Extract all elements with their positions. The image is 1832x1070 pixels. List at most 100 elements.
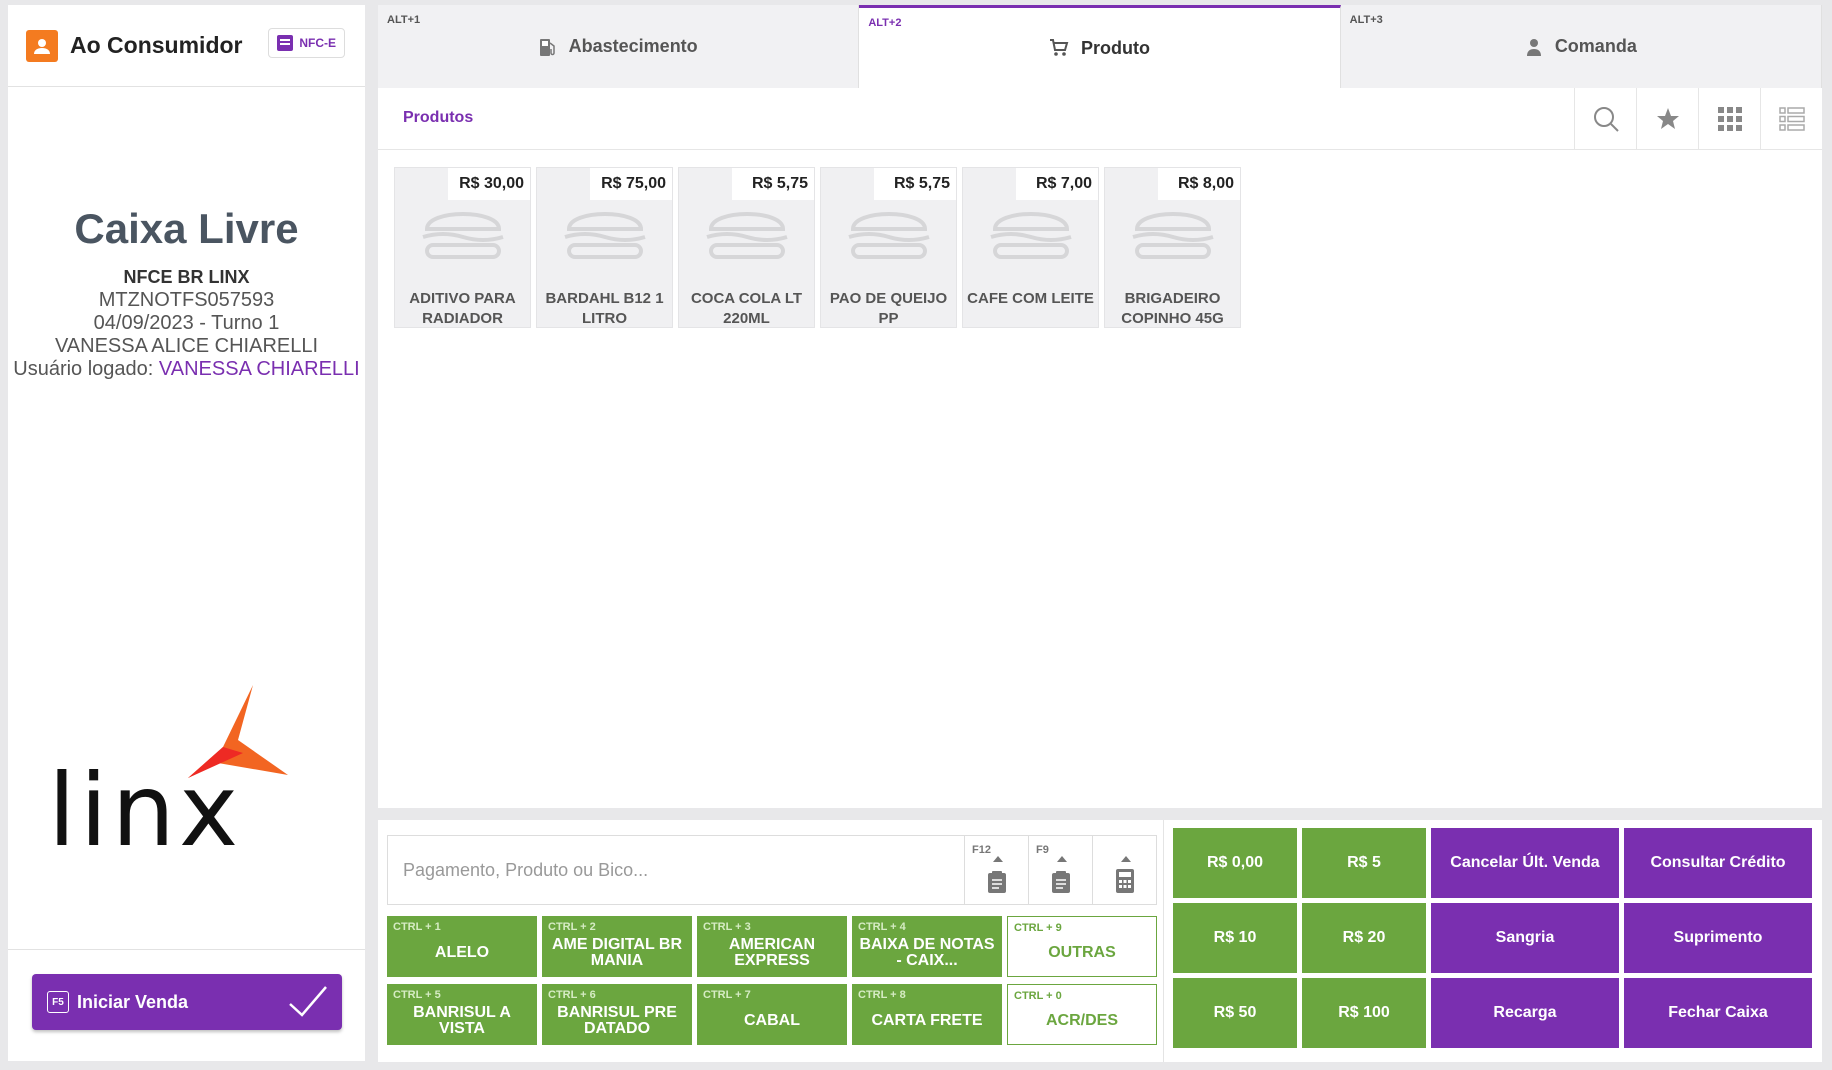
star-icon	[1656, 108, 1679, 129]
customer-name[interactable]: Ao Consumidor	[70, 32, 243, 58]
arrow-up-icon	[1057, 856, 1067, 862]
payment-label: ACR/DES	[1045, 1011, 1118, 1029]
tab-label: Produto	[1080, 37, 1150, 58]
burger-placeholder-icon	[564, 212, 646, 259]
tab-label: Comanda	[1554, 36, 1637, 56]
logged-user-line: Usuário logado: VANESSA CHIARELLI	[8, 358, 365, 381]
payment-shortcut: CTRL + 2	[548, 921, 596, 933]
arrow-up-icon	[1121, 856, 1131, 862]
receipt-icon	[987, 871, 1006, 893]
burger-placeholder-icon	[990, 212, 1072, 259]
product-name: ADITIVO PARA RADIADOR	[409, 290, 516, 327]
cancel-last-sale-button[interactable]: Cancelar Últ. Venda	[1431, 828, 1619, 898]
payment-ame-digital[interactable]: CTRL + 2 AME DIGITAL BR MANIA	[542, 916, 692, 977]
customer-header: Ao Consumidor NFC-E	[8, 5, 365, 87]
linx-logo: linx	[48, 685, 288, 865]
product-card[interactable]: R$ 7,00 CAFE COM LEITE	[962, 167, 1099, 328]
payment-acr-des[interactable]: CTRL + 0 ACR/DES	[1007, 984, 1157, 1045]
left-footer: F5 Iniciar Venda	[8, 949, 365, 1061]
tab-shortcut: ALT+1	[387, 14, 421, 26]
payment-cabal[interactable]: CTRL + 7 CABAL	[697, 984, 847, 1045]
payment-carta-frete[interactable]: CTRL + 8 CARTA FRETE	[852, 984, 1002, 1045]
product-card[interactable]: R$ 5,75 COCA COLA LT 220ML	[678, 167, 815, 328]
terminal-name: NFCE BR LINX	[123, 267, 250, 287]
amount-0-button[interactable]: R$ 0,00	[1173, 828, 1297, 898]
tab-comanda[interactable]: ALT+3 Comanda	[1340, 5, 1822, 88]
button-shortcut: F12	[972, 844, 991, 856]
product-card[interactable]: R$ 5,75 PAO DE QUEIJO PP	[820, 167, 957, 328]
amount-20-button[interactable]: R$ 20	[1302, 903, 1426, 973]
sangria-button[interactable]: Sangria	[1431, 903, 1619, 973]
divider	[1163, 820, 1164, 1062]
payment-shortcut: CTRL + 5	[393, 989, 441, 1001]
date-shift: 04/09/2023 - Turno 1	[93, 312, 280, 334]
list-view-button[interactable]	[1760, 88, 1822, 150]
amount-50-button[interactable]: R$ 50	[1173, 978, 1297, 1048]
suprimento-button[interactable]: Suprimento	[1624, 903, 1812, 973]
grid-view-button[interactable]	[1698, 88, 1760, 150]
check-icon	[289, 986, 327, 1017]
tab-shortcut: ALT+3	[1349, 14, 1383, 26]
logo-text: linx	[48, 752, 242, 865]
recharge-button[interactable]: Recarga	[1431, 978, 1619, 1048]
fuel-pump-icon	[539, 37, 557, 57]
products-title: Produtos	[403, 109, 474, 126]
document-type-badge[interactable]: NFC-E	[268, 28, 345, 58]
search-icon	[1593, 107, 1619, 132]
search-input[interactable]	[388, 836, 964, 904]
payment-label: BAIXA DE NOTAS - CAIX...	[859, 935, 995, 969]
product-card[interactable]: R$ 30,00 ADITIVO PARA RADIADOR	[394, 167, 531, 328]
search-button[interactable]	[1574, 88, 1636, 150]
payment-label: OUTRAS	[1048, 943, 1116, 961]
payment-shortcut: CTRL + 4	[858, 921, 906, 933]
payment-alelo[interactable]: CTRL + 1 ALELO	[387, 916, 537, 977]
payment-label: BANRISUL PRE DATADO	[557, 1003, 677, 1037]
customer-icon[interactable]	[26, 29, 58, 62]
product-card[interactable]: R$ 75,00 BARDAHL B12 1 LITRO	[536, 167, 673, 328]
payment-baixa-notas[interactable]: CTRL + 4 BAIXA DE NOTAS - CAIX...	[852, 916, 1002, 977]
payment-shortcut: CTRL + 8	[858, 989, 906, 1001]
grid-icon	[1717, 107, 1742, 131]
payment-label: CABAL	[744, 1011, 800, 1029]
payment-shortcut: CTRL + 9	[1014, 922, 1062, 934]
payment-label: AMERICAN EXPRESS	[728, 935, 816, 969]
f12-button[interactable]: F12	[964, 836, 1028, 904]
burger-placeholder-icon	[422, 212, 504, 259]
receipt-icon	[1051, 871, 1070, 893]
close-cashier-button[interactable]: Fechar Caixa	[1624, 978, 1812, 1048]
logged-user-name: VANESSA CHIARELLI	[158, 358, 360, 380]
tab-abastecimento[interactable]: ALT+1 Abastecimento	[378, 5, 860, 88]
payment-outras[interactable]: CTRL + 9 OUTRAS	[1007, 916, 1157, 977]
payment-shortcut: CTRL + 3	[703, 921, 751, 933]
start-sale-button[interactable]: F5 Iniciar Venda	[32, 974, 342, 1030]
logged-user-label: Usuário logado:	[13, 358, 154, 380]
payment-banrisul-pre[interactable]: CTRL + 6 BANRISUL PRE DATADO	[542, 984, 692, 1045]
product-name: BRIGADEIRO COPINHO 45G	[1121, 290, 1224, 327]
burger-placeholder-icon	[1132, 212, 1214, 259]
start-sale-shortcut: F5	[47, 991, 69, 1013]
amount-10-button[interactable]: R$ 10	[1173, 903, 1297, 973]
list-icon	[1778, 107, 1805, 131]
product-card[interactable]: R$ 8,00 BRIGADEIRO COPINHO 45G	[1104, 167, 1241, 328]
product-grid: R$ 30,00 ADITIVO PARA RADIADOR R$ 75,00 …	[394, 167, 1241, 328]
payment-label: AME DIGITAL BR MANIA	[551, 935, 683, 969]
burger-placeholder-icon	[706, 212, 788, 259]
tab-shortcut: ALT+2	[868, 17, 902, 29]
favorites-button[interactable]	[1636, 88, 1698, 150]
payment-label: BANRISUL A VISTA	[413, 1003, 511, 1037]
amount-5-button[interactable]: R$ 5	[1302, 828, 1426, 898]
f9-button[interactable]: F9	[1028, 836, 1092, 904]
person-icon	[1525, 38, 1543, 56]
check-credit-button[interactable]: Consultar Crédito	[1624, 828, 1812, 898]
payment-banrisul-vista[interactable]: CTRL + 5 BANRISUL A VISTA	[387, 984, 537, 1045]
payment-shortcut: CTRL + 6	[548, 989, 596, 1001]
calculator-icon	[1115, 869, 1134, 893]
product-name: COCA COLA LT 220ML	[690, 290, 803, 327]
tab-produto[interactable]: ALT+2 Produto	[859, 5, 1341, 88]
payment-label: CARTA FRETE	[871, 1011, 983, 1029]
calculator-button[interactable]	[1092, 836, 1156, 904]
amount-100-button[interactable]: R$ 100	[1302, 978, 1426, 1048]
payment-american-express[interactable]: CTRL + 3 AMERICAN EXPRESS	[697, 916, 847, 977]
products-panel: Produtos R$ 30,00 ADITIVO PARA RADIADOR …	[378, 88, 1822, 808]
product-price: R$ 5,75	[732, 168, 814, 200]
